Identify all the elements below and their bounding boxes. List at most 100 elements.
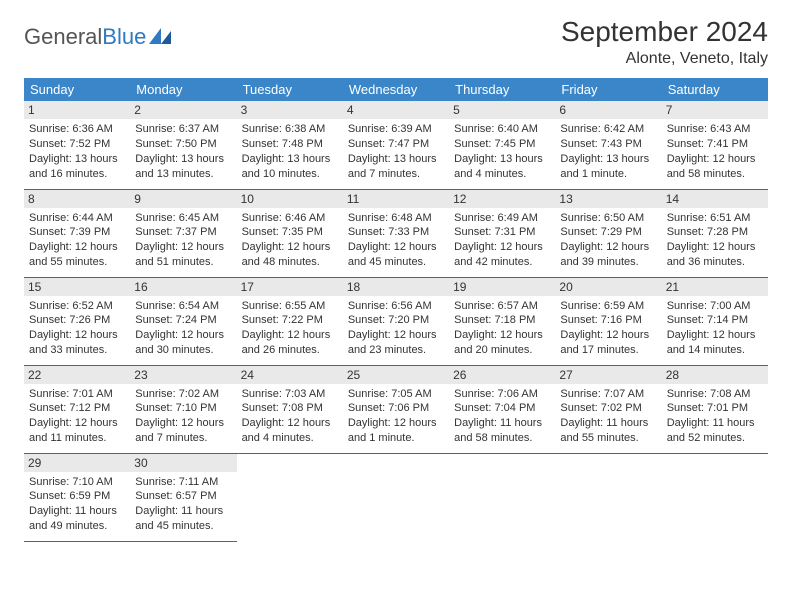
daylight-line: Daylight: 11 hours and 45 minutes. xyxy=(135,504,231,534)
calendar-empty-cell xyxy=(449,453,555,541)
day-number: 26 xyxy=(449,366,555,384)
sunset-line: Sunset: 7:14 PM xyxy=(667,313,763,328)
daylight-line: Daylight: 13 hours and 13 minutes. xyxy=(135,152,231,182)
weekday-header: Monday xyxy=(130,78,236,101)
calendar-empty-cell xyxy=(237,453,343,541)
sunrise-line: Sunrise: 6:54 AM xyxy=(135,299,231,314)
day-number: 4 xyxy=(343,101,449,119)
day-number: 12 xyxy=(449,190,555,208)
calendar-table: SundayMondayTuesdayWednesdayThursdayFrid… xyxy=(24,78,768,542)
calendar-day-cell: 9Sunrise: 6:45 AMSunset: 7:37 PMDaylight… xyxy=(130,189,236,277)
sunset-line: Sunset: 7:50 PM xyxy=(135,137,231,152)
daylight-line: Daylight: 11 hours and 49 minutes. xyxy=(29,504,125,534)
sunset-line: Sunset: 7:22 PM xyxy=(242,313,338,328)
daylight-line: Daylight: 12 hours and 7 minutes. xyxy=(135,416,231,446)
day-number: 2 xyxy=(130,101,236,119)
sunrise-line: Sunrise: 6:49 AM xyxy=(454,211,550,226)
day-number: 13 xyxy=(555,190,661,208)
calendar-week-row: 8Sunrise: 6:44 AMSunset: 7:39 PMDaylight… xyxy=(24,189,768,277)
day-number: 24 xyxy=(237,366,343,384)
sunrise-line: Sunrise: 6:44 AM xyxy=(29,211,125,226)
calendar-day-cell: 18Sunrise: 6:56 AMSunset: 7:20 PMDayligh… xyxy=(343,277,449,365)
day-number: 1 xyxy=(24,101,130,119)
calendar-day-cell: 13Sunrise: 6:50 AMSunset: 7:29 PMDayligh… xyxy=(555,189,661,277)
calendar-day-cell: 27Sunrise: 7:07 AMSunset: 7:02 PMDayligh… xyxy=(555,365,661,453)
calendar-day-cell: 16Sunrise: 6:54 AMSunset: 7:24 PMDayligh… xyxy=(130,277,236,365)
sunset-line: Sunset: 7:41 PM xyxy=(667,137,763,152)
day-number: 28 xyxy=(662,366,768,384)
sunrise-line: Sunrise: 7:02 AM xyxy=(135,387,231,402)
calendar-day-cell: 23 Sunrise: 7:02 AMSunset: 7:10 PMDayligh… xyxy=(130,365,236,453)
sunset-line: Sunset: 7:52 PM xyxy=(29,137,125,152)
sunset-line: Sunset: 7:31 PM xyxy=(454,225,550,240)
sunrise-line: Sunrise: 6:59 AM xyxy=(560,299,656,314)
sunset-line: Sunset: 7:20 PM xyxy=(348,313,444,328)
calendar-day-cell: 5Sunrise: 6:40 AMSunset: 7:45 PMDaylight… xyxy=(449,101,555,189)
sunrise-line: Sunrise: 6:40 AM xyxy=(454,122,550,137)
sunset-line: Sunset: 7:18 PM xyxy=(454,313,550,328)
sunrise-line: Sunrise: 6:51 AM xyxy=(667,211,763,226)
day-number: 15 xyxy=(24,278,130,296)
daylight-line: Daylight: 12 hours and 39 minutes. xyxy=(560,240,656,270)
calendar-week-row: 1 Sunrise: 6:36 AMSunset: 7:52 PM Daylight… xyxy=(24,101,768,189)
sunrise-line: Sunrise: 6:52 AM xyxy=(29,299,125,314)
sunrise-line: Sunrise: 6:38 AM xyxy=(242,122,338,137)
calendar-day-cell: 21 Sunrise: 7:00 AMSunset: 7:14 PMDayligh… xyxy=(662,277,768,365)
calendar-day-cell: 26Sunrise: 7:06 AMSunset: 7:04 PMDayligh… xyxy=(449,365,555,453)
sunset-line: Sunset: 7:39 PM xyxy=(29,225,125,240)
day-number: 6 xyxy=(555,101,661,119)
day-number: 29 xyxy=(24,454,130,472)
sunrise-line: Sunrise: 7:00 AM xyxy=(667,299,763,314)
calendar-day-cell: 1Sunrise: 6:36 AMSunset: 7:52 PMDaylight… xyxy=(24,101,130,189)
weekday-header: Friday xyxy=(555,78,661,101)
sunrise-line: Sunrise: 6:43 AM xyxy=(667,122,763,137)
sunrise-line: Sunrise: 7:03 AM xyxy=(242,387,338,402)
sunrise-line: Sunrise: 6:56 AM xyxy=(348,299,444,314)
calendar-empty-cell xyxy=(343,453,449,541)
weekday-header: Saturday xyxy=(662,78,768,101)
day-number: 3 xyxy=(237,101,343,119)
calendar-day-cell: 14Sunrise: 6:51 AMSunset: 7:28 PMDayligh… xyxy=(662,189,768,277)
logo-text-2: Blue xyxy=(102,24,146,50)
daylight-line: Daylight: 12 hours and 11 minutes. xyxy=(29,416,125,446)
sunset-line: Sunset: 7:29 PM xyxy=(560,225,656,240)
daylight-line: Daylight: 12 hours and 30 minutes. xyxy=(135,328,231,358)
sunrise-line: Sunrise: 7:05 AM xyxy=(348,387,444,402)
sunset-line: Sunset: 7:02 PM xyxy=(560,401,656,416)
daylight-line: Daylight: 12 hours and 20 minutes. xyxy=(454,328,550,358)
sunset-line: Sunset: 7:16 PM xyxy=(560,313,656,328)
title-block: September 2024 Alonte, Veneto, Italy xyxy=(561,16,768,68)
sunrise-line: Sunrise: 6:46 AM xyxy=(242,211,338,226)
sunset-line: Sunset: 7:04 PM xyxy=(454,401,550,416)
daylight-line: Daylight: 12 hours and 55 minutes. xyxy=(29,240,125,270)
day-number: 22 xyxy=(24,366,130,384)
sunrise-line: Sunrise: 6:36 AM xyxy=(29,122,125,137)
calendar-day-cell: 3Sunrise: 6:38 AMSunset: 7:48 PMDaylight… xyxy=(237,101,343,189)
calendar-day-cell: 24Sunrise: 7:03 AMSunset: 7:08 PMDayligh… xyxy=(237,365,343,453)
calendar-day-cell: 15Sunrise: 6:52 AMSunset: 7:26 PMDayligh… xyxy=(24,277,130,365)
day-number: 19 xyxy=(449,278,555,296)
calendar-day-cell: 29Sunrise: 7:10 AMSunset: 6:59 PMDayligh… xyxy=(24,453,130,541)
daylight-line: Daylight: 12 hours and 26 minutes. xyxy=(242,328,338,358)
day-number: 25 xyxy=(343,366,449,384)
weekday-header: Sunday xyxy=(24,78,130,101)
sunrise-line: Sunrise: 6:57 AM xyxy=(454,299,550,314)
daylight-line: Daylight: 12 hours and 48 minutes. xyxy=(242,240,338,270)
sunset-line: Sunset: 7:33 PM xyxy=(348,225,444,240)
calendar-week-row: 15Sunrise: 6:52 AMSunset: 7:26 PMDayligh… xyxy=(24,277,768,365)
sunrise-line: Sunrise: 6:55 AM xyxy=(242,299,338,314)
sunset-line: Sunset: 7:24 PM xyxy=(135,313,231,328)
calendar-body: 1 Sunrise: 6:36 AMSunset: 7:52 PM Daylight… xyxy=(24,101,768,541)
daylight-line: Daylight: 11 hours and 52 minutes. xyxy=(667,416,763,446)
day-number: 10 xyxy=(237,190,343,208)
sunrise-line: Sunrise: 6:45 AM xyxy=(135,211,231,226)
calendar-day-cell: 4Sunrise: 6:39 AMSunset: 7:47 PMDaylight… xyxy=(343,101,449,189)
sunset-line: Sunset: 7:35 PM xyxy=(242,225,338,240)
calendar-day-cell: 28Sunrise: 7:08 AMSunset: 7:01 PMDayligh… xyxy=(662,365,768,453)
daylight-line: Daylight: 12 hours and 14 minutes. xyxy=(667,328,763,358)
daylight-line: Daylight: 12 hours and 33 minutes. xyxy=(29,328,125,358)
sunset-line: Sunset: 7:10 PM xyxy=(135,401,231,416)
day-number: 23 xyxy=(130,366,236,384)
day-number: 21 xyxy=(662,278,768,296)
calendar-day-cell: 12Sunrise: 6:49 AMSunset: 7:31 PMDayligh… xyxy=(449,189,555,277)
